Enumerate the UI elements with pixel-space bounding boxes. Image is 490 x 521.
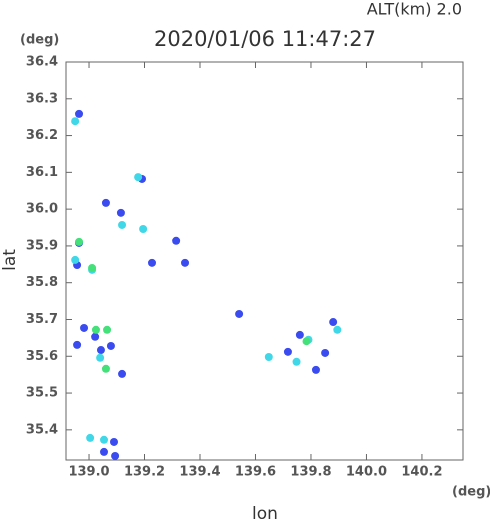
- y-tick-label: 36.2: [26, 128, 58, 143]
- chart-title: 2020/01/06 11:47:27: [154, 27, 376, 51]
- point: [118, 369, 127, 378]
- y-axis-label: lat: [0, 249, 20, 271]
- point: [75, 237, 84, 246]
- y-tick-label: 35.6: [26, 349, 58, 364]
- point: [88, 263, 97, 272]
- point: [134, 173, 143, 182]
- point: [71, 255, 80, 264]
- point: [111, 451, 120, 460]
- point: [91, 332, 100, 341]
- point: [109, 437, 118, 446]
- point: [292, 357, 301, 366]
- point: [101, 364, 110, 373]
- y-tick-label: 35.5: [26, 386, 58, 401]
- point: [71, 117, 80, 126]
- point: [283, 347, 292, 356]
- x-tick-label: 139.4: [179, 465, 220, 480]
- x-axis-label: lon: [252, 504, 278, 521]
- y-tick-label: 36.0: [26, 202, 58, 217]
- subtitle: ALT(km) 2.0: [367, 0, 462, 19]
- y-tick-label: 35.8: [26, 275, 58, 290]
- point: [118, 220, 127, 229]
- y-unit: (deg): [20, 33, 59, 48]
- point: [101, 198, 110, 207]
- y-tick-label: 35.7: [26, 312, 58, 327]
- plot-frame: [65, 61, 464, 461]
- y-tick-label: 35.9: [26, 238, 58, 253]
- point: [106, 341, 115, 350]
- point: [116, 208, 125, 217]
- point: [86, 433, 95, 442]
- point: [75, 109, 84, 118]
- point: [302, 337, 311, 346]
- x-tick-label: 139.2: [124, 465, 165, 480]
- x-unit: (deg): [452, 485, 490, 500]
- point: [329, 318, 338, 327]
- point: [311, 365, 320, 374]
- point: [295, 330, 304, 339]
- point: [100, 435, 109, 444]
- point: [333, 325, 342, 334]
- point: [181, 258, 190, 267]
- y-tick-label: 36.4: [26, 55, 58, 70]
- point: [100, 447, 109, 456]
- x-tick-label: 140.2: [401, 465, 442, 480]
- y-tick-label: 36.1: [26, 165, 58, 180]
- point: [264, 353, 273, 362]
- point: [73, 340, 82, 349]
- point: [96, 346, 105, 355]
- point: [172, 236, 181, 245]
- point: [103, 325, 112, 334]
- x-tick-label: 139.6: [235, 465, 276, 480]
- point: [96, 353, 105, 362]
- point: [91, 325, 100, 334]
- point: [139, 224, 148, 233]
- x-tick-label: 139.0: [68, 465, 109, 480]
- x-tick-label: 139.8: [290, 465, 331, 480]
- y-tick-label: 35.4: [26, 422, 58, 437]
- point: [321, 348, 330, 357]
- x-tick-label: 140.0: [346, 465, 387, 480]
- point: [148, 258, 157, 267]
- y-tick-label: 36.3: [26, 91, 58, 106]
- point: [80, 323, 89, 332]
- point: [235, 309, 244, 318]
